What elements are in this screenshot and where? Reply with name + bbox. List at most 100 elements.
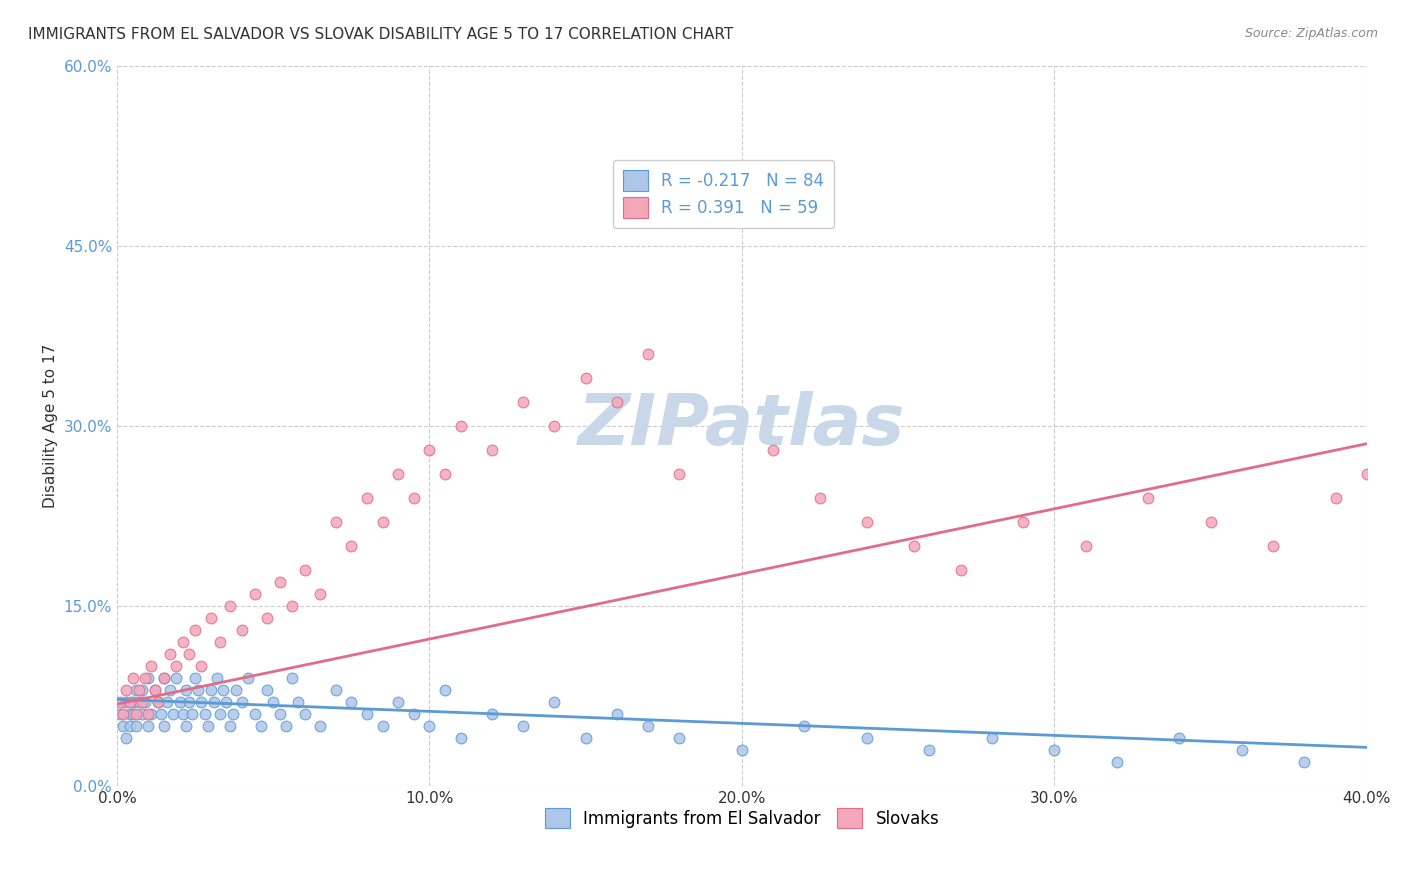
Point [387,467,409,481]
Point [903,539,925,553]
Point [668,467,690,481]
Point [340,695,363,709]
Point [512,719,534,733]
Point [793,719,815,733]
Point [112,706,135,721]
Point [108,706,131,721]
Point [115,695,138,709]
Point [172,634,194,648]
Point [371,719,394,733]
Point [402,706,425,721]
Point [606,394,628,409]
Point [512,394,534,409]
Point [231,695,253,709]
Point [136,706,159,721]
Point [128,682,150,697]
Y-axis label: Disability Age 5 to 17: Disability Age 5 to 17 [44,343,58,508]
Point [156,695,179,709]
Point [256,682,278,697]
Point [153,719,176,733]
Point [1261,539,1284,553]
Point [128,695,150,709]
Point [243,587,266,601]
Point [200,611,222,625]
Point [1137,491,1160,505]
Point [281,599,304,613]
Text: Source: ZipAtlas.com: Source: ZipAtlas.com [1244,27,1378,40]
Point [243,706,266,721]
Point [256,611,278,625]
Legend: Immigrants from El Salvador, Slovaks: Immigrants from El Salvador, Slovaks [538,801,946,835]
Point [146,695,169,709]
Point [269,706,291,721]
Point [193,706,215,721]
Point [575,370,598,384]
Point [762,442,785,457]
Point [205,671,228,685]
Point [325,682,347,697]
Point [356,706,378,721]
Point [159,647,181,661]
Point [434,467,457,481]
Point [231,623,253,637]
Point [121,706,143,721]
Point [281,671,304,685]
Point [434,682,457,697]
Point [606,706,628,721]
Point [808,491,831,505]
Point [262,695,284,709]
Point [575,731,598,745]
Point [125,706,148,721]
Point [146,695,169,709]
Point [162,706,184,721]
Point [1168,731,1191,745]
Point [131,706,153,721]
Point [190,695,212,709]
Point [121,671,143,685]
Point [225,682,247,697]
Point [1105,755,1128,769]
Point [125,682,148,697]
Point [309,587,332,601]
Point [202,695,225,709]
Point [949,563,972,577]
Point [287,695,309,709]
Point [172,706,194,721]
Point [731,743,754,757]
Point [418,442,440,457]
Point [221,706,243,721]
Point [1012,515,1035,529]
Text: ZIPatlas: ZIPatlas [578,392,905,460]
Point [131,695,153,709]
Point [668,731,690,745]
Point [153,671,176,685]
Point [209,634,232,648]
Point [177,695,200,709]
Point [190,658,212,673]
Point [543,418,565,433]
Point [115,731,138,745]
Point [177,647,200,661]
Point [212,682,235,697]
Point [294,563,316,577]
Point [108,695,131,709]
Point [184,671,207,685]
Point [325,515,347,529]
Point [112,719,135,733]
Point [174,719,197,733]
Point [356,491,378,505]
Point [274,719,297,733]
Point [187,682,209,697]
Point [481,706,503,721]
Point [209,706,232,721]
Point [159,682,181,697]
Point [1324,491,1347,505]
Point [169,695,191,709]
Point [387,695,409,709]
Point [340,539,363,553]
Point [249,719,271,733]
Point [637,719,659,733]
Point [637,346,659,360]
Point [143,682,166,697]
Point [716,178,738,193]
